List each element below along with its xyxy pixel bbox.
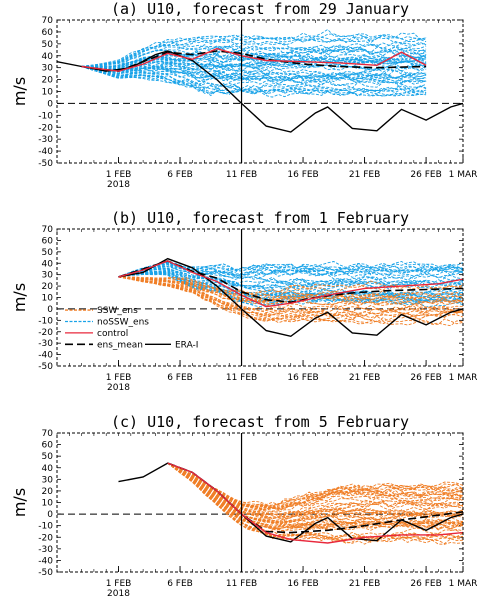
y-tick-label: 40 bbox=[42, 259, 54, 269]
legend-label: SSW_ens bbox=[97, 306, 138, 316]
y-tick-label: -50 bbox=[38, 159, 53, 169]
SSW-ensemble-line bbox=[168, 463, 463, 505]
y-tick-label: -30 bbox=[38, 135, 53, 145]
SSW-ensemble-line bbox=[168, 463, 463, 520]
y-tick-label: -50 bbox=[38, 568, 53, 578]
legend-label: ERA-I bbox=[175, 340, 198, 350]
y-tick-label: 70 bbox=[42, 429, 54, 439]
x-tick-label: 1 MAR bbox=[449, 373, 478, 383]
x-tick-label: 26 FEB bbox=[410, 579, 441, 589]
x-year-label: 2018 bbox=[107, 383, 130, 393]
y-tick-label: 60 bbox=[42, 441, 54, 451]
y-axis-label: m/s bbox=[10, 488, 29, 517]
y-tick-label: 30 bbox=[42, 64, 54, 74]
legend-label: ens_mean bbox=[97, 340, 143, 350]
x-tick-label: 1 MAR bbox=[449, 170, 478, 180]
x-tick-label: 11 FEB bbox=[226, 373, 257, 383]
y-tick-label: 30 bbox=[42, 475, 54, 485]
y-tick-label: 0 bbox=[47, 99, 53, 109]
legend: SSW_ensnoSSW_enscontrolens_mean ERA-I bbox=[65, 306, 198, 350]
y-tick-label: -40 bbox=[38, 556, 53, 566]
x-tick-label: 16 FEB bbox=[287, 579, 318, 589]
y-tick-label: 60 bbox=[42, 236, 54, 246]
y-tick-label: -40 bbox=[38, 147, 53, 157]
y-tick-label: -20 bbox=[38, 328, 53, 338]
chart-panel-2: (b) U10, forecast from 1 Februarym/s-50-… bbox=[10, 209, 477, 393]
y-tick-label: 70 bbox=[42, 16, 54, 26]
y-tick-label: -20 bbox=[38, 533, 53, 543]
x-year-label: 2018 bbox=[107, 180, 130, 190]
y-tick-label: -40 bbox=[38, 351, 53, 361]
chart-panel-3: (c) U10, forecast from 5 February m/s -50 -… bbox=[10, 413, 477, 599]
x-tick-label: 11 FEB bbox=[226, 579, 257, 589]
x-tick-label: 6 FEB bbox=[167, 373, 193, 383]
x-tick-label: 26 FEB bbox=[410, 373, 441, 383]
x-tick-label: 16 FEB bbox=[287, 170, 318, 180]
y-tick-label: -10 bbox=[38, 316, 53, 326]
SSW-ensemble-line bbox=[168, 463, 463, 521]
y-axis-label: m/s bbox=[10, 283, 29, 312]
x-tick-label: 1 FEB bbox=[106, 579, 132, 589]
legend-label: control bbox=[97, 329, 128, 339]
y-tick-label: 20 bbox=[42, 282, 54, 292]
y-tick-label: 30 bbox=[42, 271, 54, 281]
SSW-ensemble-line bbox=[168, 463, 463, 544]
y-tick-label: 10 bbox=[42, 88, 54, 98]
x-tick-label: 1 FEB bbox=[106, 373, 132, 383]
y-tick-label: 0 bbox=[47, 510, 53, 520]
y-tick-label: 20 bbox=[42, 76, 54, 86]
y-axis-label: m/s bbox=[10, 77, 29, 106]
chart-panel-1: (a) U10, forecast from 29 January m/s -50 -… bbox=[10, 0, 477, 190]
y-tick-label: -30 bbox=[38, 339, 53, 349]
x-tick-label: 21 FEB bbox=[349, 170, 380, 180]
x-year-label: 2018 bbox=[107, 589, 130, 599]
y-tick-label: 40 bbox=[42, 52, 54, 62]
y-tick-label: 50 bbox=[42, 248, 54, 258]
plot-area bbox=[57, 463, 463, 544]
x-tick-label: 1 FEB bbox=[106, 170, 132, 180]
legend-label: noSSW_ens bbox=[97, 317, 149, 327]
y-tick-label: 60 bbox=[42, 28, 54, 38]
x-tick-label: 6 FEB bbox=[167, 579, 193, 589]
y-tick-label: 20 bbox=[42, 487, 54, 497]
x-tick-label: 11 FEB bbox=[226, 170, 257, 180]
y-tick-label: 0 bbox=[47, 305, 53, 315]
x-tick-label: 6 FEB bbox=[167, 170, 193, 180]
y-tick-label: -50 bbox=[38, 362, 53, 372]
y-tick-label: -20 bbox=[38, 123, 53, 133]
x-tick-label: 1 MAR bbox=[449, 579, 478, 589]
y-tick-label: 50 bbox=[42, 40, 54, 50]
y-tick-label: 40 bbox=[42, 464, 54, 474]
x-tick-label: 16 FEB bbox=[287, 373, 318, 383]
y-tick-label: -30 bbox=[38, 545, 53, 555]
x-tick-label: 21 FEB bbox=[349, 373, 380, 383]
y-tick-label: -10 bbox=[38, 522, 53, 532]
chart-title: (b) U10, forecast from 1 February bbox=[111, 209, 409, 227]
y-tick-label: 10 bbox=[42, 294, 54, 304]
plot-area bbox=[57, 30, 463, 133]
y-tick-label: 70 bbox=[42, 225, 54, 235]
x-tick-label: 21 FEB bbox=[349, 579, 380, 589]
y-tick-label: -10 bbox=[38, 111, 53, 121]
chart-title: (a) U10, forecast from 29 January bbox=[111, 0, 409, 18]
y-tick-label: 10 bbox=[42, 499, 54, 509]
y-tick-label: 50 bbox=[42, 452, 54, 462]
chart-title: (c) U10, forecast from 5 February bbox=[111, 413, 409, 431]
x-tick-label: 26 FEB bbox=[410, 170, 441, 180]
